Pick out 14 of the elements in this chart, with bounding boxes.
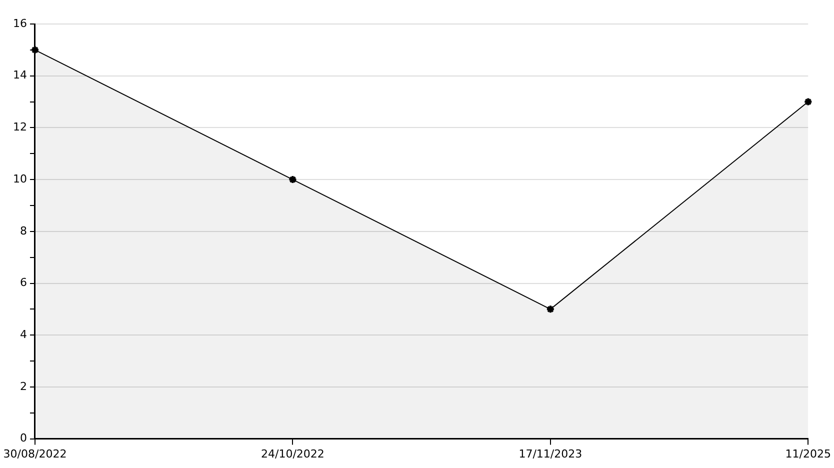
- y-tick-label: 10: [12, 172, 27, 186]
- y-tick-label: 8: [20, 224, 27, 238]
- x-tick-label: 30/08/2022: [3, 447, 67, 460]
- y-tick-label: 16: [12, 16, 27, 30]
- y-tick-label: 14: [12, 68, 27, 82]
- y-tick-label: 6: [20, 276, 27, 290]
- y-tick-label: 4: [20, 328, 27, 341]
- y-tick-label: 0: [20, 432, 27, 445]
- x-tick-label: 24/10/2022: [261, 447, 324, 460]
- point: [546, 304, 555, 314]
- y-tick-label: 2: [20, 380, 27, 393]
- x-tick-label: 17/11/2023: [518, 447, 582, 460]
- y-tick-label: 12: [12, 120, 27, 134]
- x-tick-label: 11/2025: [785, 447, 832, 460]
